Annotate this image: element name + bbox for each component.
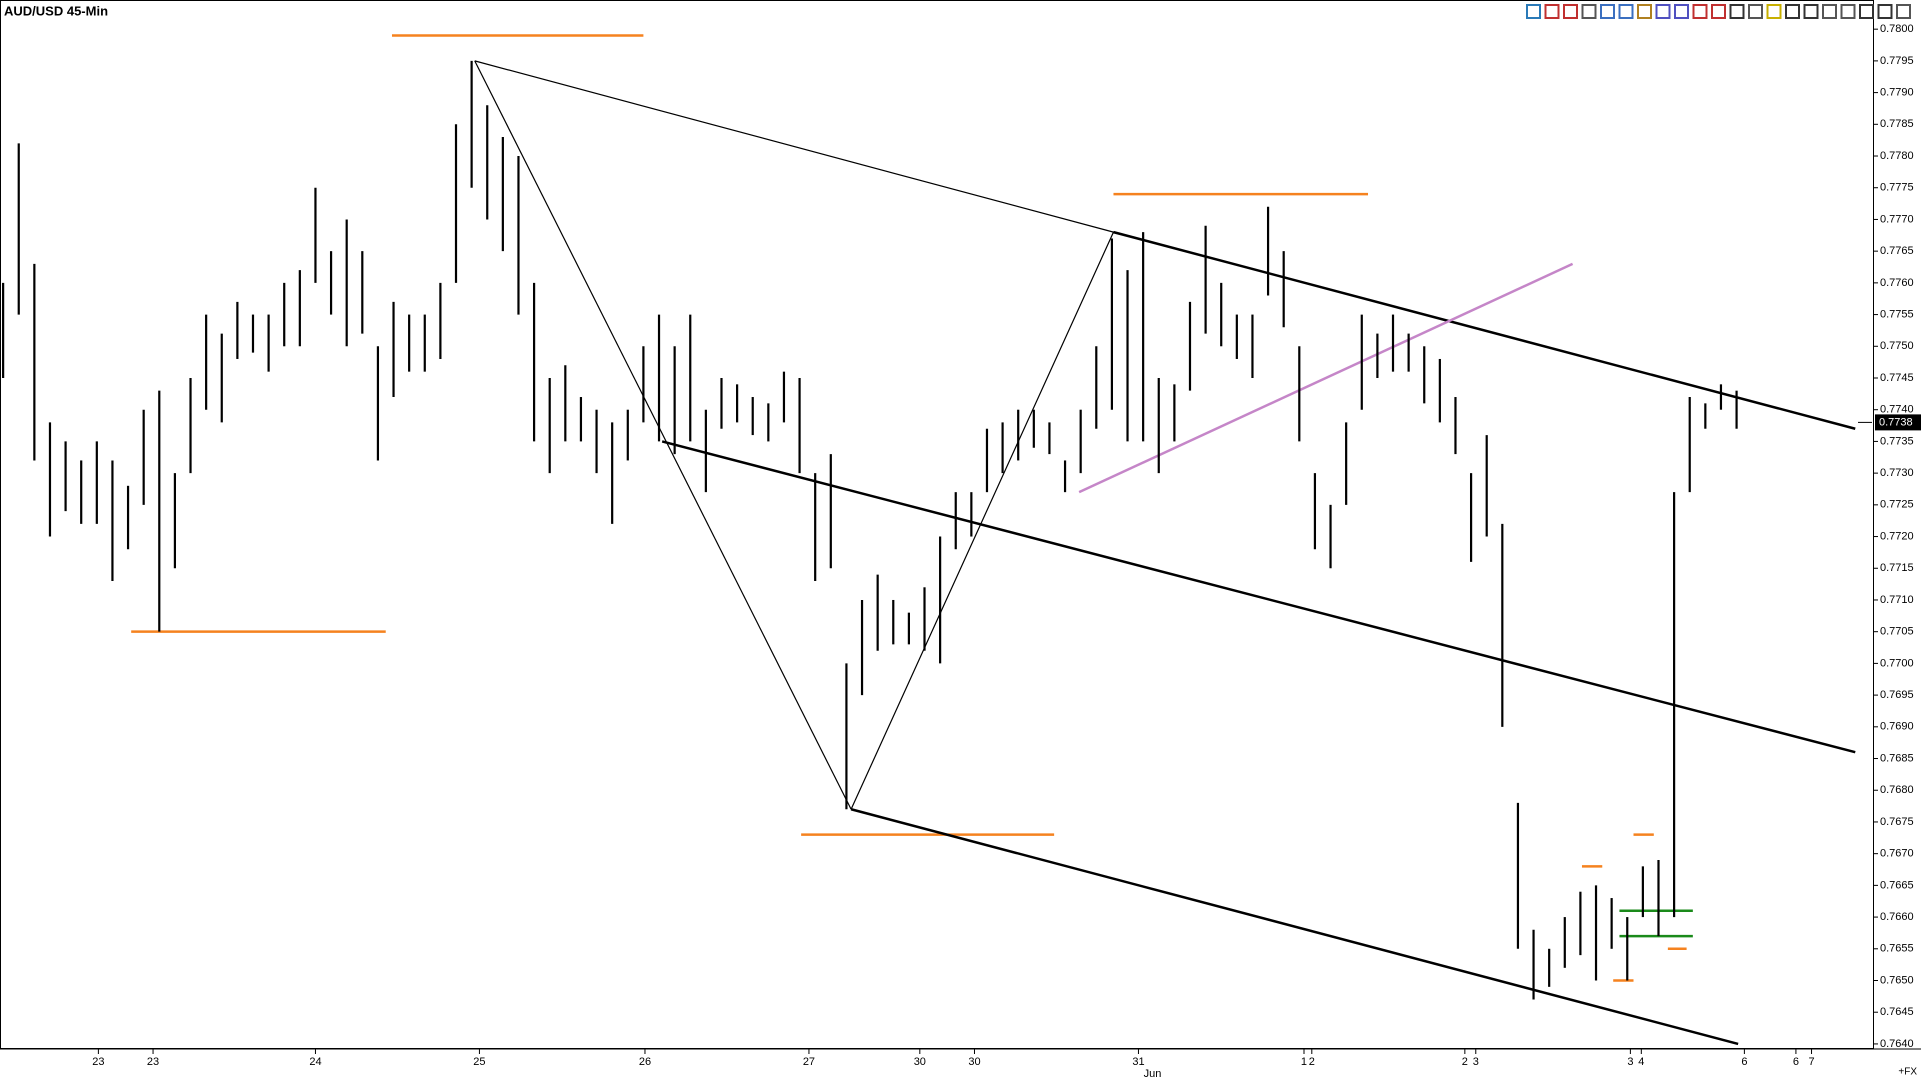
y-tick-label: 0.7655 [1880, 943, 1914, 955]
toolbar-icon[interactable] [1618, 4, 1634, 19]
y-tick-label: 0.7710 [1880, 594, 1914, 606]
y-tick-label: 0.7665 [1880, 879, 1914, 891]
y-tick-label: 0.7760 [1880, 277, 1914, 289]
toolbar-icon[interactable] [1674, 4, 1689, 19]
toolbar-icon[interactable] [1877, 4, 1893, 19]
x-tick-label: 2 [1309, 1056, 1315, 1068]
y-tick-label: 0.7745 [1880, 372, 1914, 384]
last-price-box [1875, 414, 1921, 431]
y-tick-label: 0.7765 [1880, 245, 1914, 257]
y-tick-label: 0.7780 [1880, 150, 1914, 162]
drawing-line [1113, 230, 1856, 430]
y-tick-label: 0.7680 [1880, 784, 1914, 796]
drawing-line [1078, 262, 1574, 494]
y-tick-label: 0.7790 [1880, 87, 1914, 99]
toolbar-icon[interactable] [1748, 4, 1763, 19]
month-label: Jun [1144, 1068, 1162, 1080]
y-tick-label: 0.7735 [1880, 435, 1914, 447]
y-tick-label: 0.7770 [1880, 213, 1914, 225]
drawing-line [474, 60, 1114, 233]
x-tick-label: 23 [147, 1056, 159, 1068]
y-tick-label: 0.7775 [1880, 182, 1914, 194]
toolbar-icon[interactable] [1766, 4, 1782, 19]
y-tick-label: 0.7720 [1880, 530, 1914, 542]
y-tick-label: 0.7740 [1880, 404, 1914, 416]
chart-title: AUD/USD 45-Min [4, 3, 108, 18]
y-tick-label: 0.7755 [1880, 308, 1914, 320]
x-tick-label: 26 [639, 1056, 651, 1068]
x-tick-label: 30 [968, 1056, 980, 1068]
y-tick-label: 0.7670 [1880, 848, 1914, 860]
drawing-line [474, 60, 852, 810]
x-tick-label: 31 [1132, 1056, 1144, 1068]
toolbar-icon[interactable] [1544, 4, 1560, 19]
x-tick-label: 7 [1808, 1056, 1814, 1068]
toolbar-icon[interactable] [1600, 4, 1615, 19]
x-tick-label: 23 [92, 1056, 104, 1068]
toolbar-icon[interactable] [1785, 4, 1800, 19]
y-tick-label: 0.7795 [1880, 55, 1914, 67]
drawing-line [850, 231, 1115, 810]
x-tick-label: 1 [1301, 1056, 1307, 1068]
y-tick-label: 0.7640 [1880, 1038, 1914, 1050]
y-tick-label: 0.7675 [1880, 816, 1914, 828]
toolbar-icon[interactable] [1637, 4, 1652, 19]
x-tick-label: 3 [1627, 1056, 1633, 1068]
toolbar-icon[interactable] [1840, 4, 1856, 19]
toolbar-icon[interactable] [1803, 4, 1819, 19]
title-bg [1, 1, 109, 21]
y-tick-label: 0.7730 [1880, 467, 1914, 479]
y-tick-label: 0.7645 [1880, 1006, 1914, 1018]
y-tick-label: 0.7695 [1880, 689, 1914, 701]
toolbar-icon[interactable] [1581, 4, 1597, 19]
y-tick-label: 0.7685 [1880, 752, 1914, 764]
x-tick-label: 24 [309, 1056, 321, 1068]
y-tick-label: 0.7705 [1880, 626, 1914, 638]
toolbar-icon[interactable] [1859, 4, 1874, 19]
x-tick-label: 6 [1741, 1056, 1747, 1068]
toolbar-icon[interactable] [1822, 4, 1837, 19]
toolbar-icon[interactable] [1563, 4, 1578, 19]
toolbar-icon[interactable] [1692, 4, 1708, 19]
toolbar-icon[interactable] [1655, 4, 1671, 19]
x-tick-label: 3 [1473, 1056, 1479, 1068]
toolbar-icon[interactable] [1711, 4, 1726, 19]
x-tick-label: 2 [1462, 1056, 1468, 1068]
y-tick-label: 0.7690 [1880, 721, 1914, 733]
toolbar-icon[interactable] [1526, 4, 1541, 19]
x-tick-label: 6 [1793, 1056, 1799, 1068]
x-tick-label: 30 [914, 1056, 926, 1068]
corner-label: +FX [1898, 1067, 1917, 1078]
y-tick-label: 0.7700 [1880, 657, 1914, 669]
toolbar-icon[interactable] [1896, 4, 1911, 19]
x-tick-label: 27 [803, 1056, 815, 1068]
y-tick-label: 0.7650 [1880, 974, 1914, 986]
y-tick-label: 0.7785 [1880, 118, 1914, 130]
drawing-line [661, 440, 1856, 754]
y-tick-label: 0.7660 [1880, 911, 1914, 923]
last-price-label: 0.7738 [1879, 416, 1913, 428]
y-tick-label: 0.7800 [1880, 23, 1914, 35]
y-tick-label: 0.7715 [1880, 562, 1914, 574]
y-tick-label: 0.7725 [1880, 499, 1914, 511]
x-tick-label: 25 [473, 1056, 485, 1068]
x-tick-label: 4 [1638, 1056, 1644, 1068]
y-tick-label: 0.7750 [1880, 340, 1914, 352]
toolbar-icon[interactable] [1729, 4, 1745, 19]
drawing-line [850, 808, 1739, 1046]
